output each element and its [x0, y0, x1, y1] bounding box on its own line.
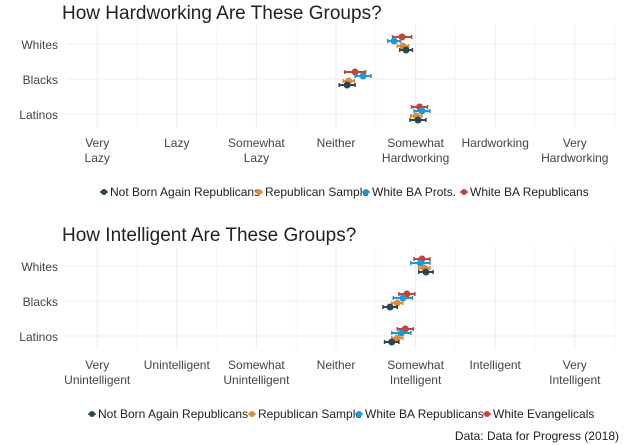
legend-label: White BA Republicans — [470, 185, 589, 199]
data-point — [422, 268, 430, 276]
legend-key-point — [89, 411, 95, 417]
x-tick-label: Unintelligent — [64, 373, 131, 387]
legend-key-point — [256, 189, 262, 195]
chart-title: How Intelligent Are These Groups? — [62, 225, 356, 246]
x-tick-label: Very — [85, 358, 109, 372]
data-point — [393, 299, 401, 307]
legend: Not Born Again Republicans Republican Sam… — [88, 407, 594, 421]
x-tick-label: Somewhat — [228, 136, 285, 150]
x-tick-label: Very — [85, 136, 109, 150]
legend-label: White Evangelicals — [493, 407, 594, 421]
x-tick-label: Hardworking — [382, 151, 449, 165]
data-point — [386, 303, 394, 311]
legend-key-point — [363, 189, 369, 195]
y-tick-label: Latinos — [19, 108, 58, 122]
chart-title: How Hardworking Are These Groups? — [62, 3, 382, 24]
data-point — [343, 81, 351, 89]
y-tick-label: Whites — [21, 260, 58, 274]
data-point — [399, 294, 407, 302]
data-point — [393, 334, 401, 342]
data-point — [397, 329, 405, 337]
x-tick-label: Neither — [317, 136, 356, 150]
data-point — [402, 46, 410, 54]
legend-label: White BA Prots. — [372, 185, 456, 199]
x-tick-label: Lazy — [164, 136, 189, 150]
data-point — [416, 259, 424, 267]
x-tick-label: Somewhat — [387, 358, 444, 372]
x-tick-label: Lazy — [244, 151, 269, 165]
data-point — [388, 338, 396, 346]
legend-key-point — [356, 411, 362, 417]
x-tick-label: Unintelligent — [144, 358, 211, 372]
y-tick-label: Latinos — [19, 330, 58, 344]
legend-key-point — [249, 411, 255, 417]
y-tick-label: Blacks — [23, 73, 58, 87]
data-point — [390, 37, 398, 45]
caption: Data: Data for Progress (2018) — [455, 429, 619, 443]
legend: Not Born Again Republicans Republican Sam… — [100, 185, 589, 199]
data-point — [414, 116, 422, 124]
legend-label: Republican Sample — [258, 407, 362, 421]
data-point — [351, 68, 359, 76]
data-point — [418, 107, 426, 115]
legend-key-point — [101, 189, 107, 195]
legend-label: White BA Republicans — [365, 407, 484, 421]
chart-panel-1: How Hardworking Are These Groups? Whites B… — [19, 3, 616, 199]
x-tick-label: Very — [563, 136, 587, 150]
legend-label: Not Born Again Republicans — [98, 407, 248, 421]
x-tick-label: Unintelligent — [223, 373, 290, 387]
x-tick-label: Intelligent — [549, 373, 601, 387]
legend-key-point — [484, 411, 490, 417]
x-tick-label: Somewhat — [387, 136, 444, 150]
y-tick-label: Whites — [21, 38, 58, 52]
x-tick-label: Hardworking — [541, 151, 608, 165]
y-tick-label: Blacks — [23, 295, 58, 309]
x-tick-label: Very — [563, 358, 587, 372]
x-tick-label: Intelligent — [390, 373, 442, 387]
chart-panel-2: How Intelligent Are These Groups? Whites B… — [19, 225, 616, 421]
legend-label: Republican Sample — [265, 185, 369, 199]
x-tick-label: Neither — [317, 358, 356, 372]
x-tick-label: Intelligent — [470, 358, 522, 372]
x-tick-label: Somewhat — [228, 358, 285, 372]
data-point — [359, 72, 367, 80]
legend-key-point — [461, 189, 467, 195]
legend-label: Not Born Again Republicans — [110, 185, 260, 199]
x-tick-label: Lazy — [85, 151, 110, 165]
x-tick-label: Hardworking — [462, 136, 529, 150]
data-point — [398, 33, 406, 41]
